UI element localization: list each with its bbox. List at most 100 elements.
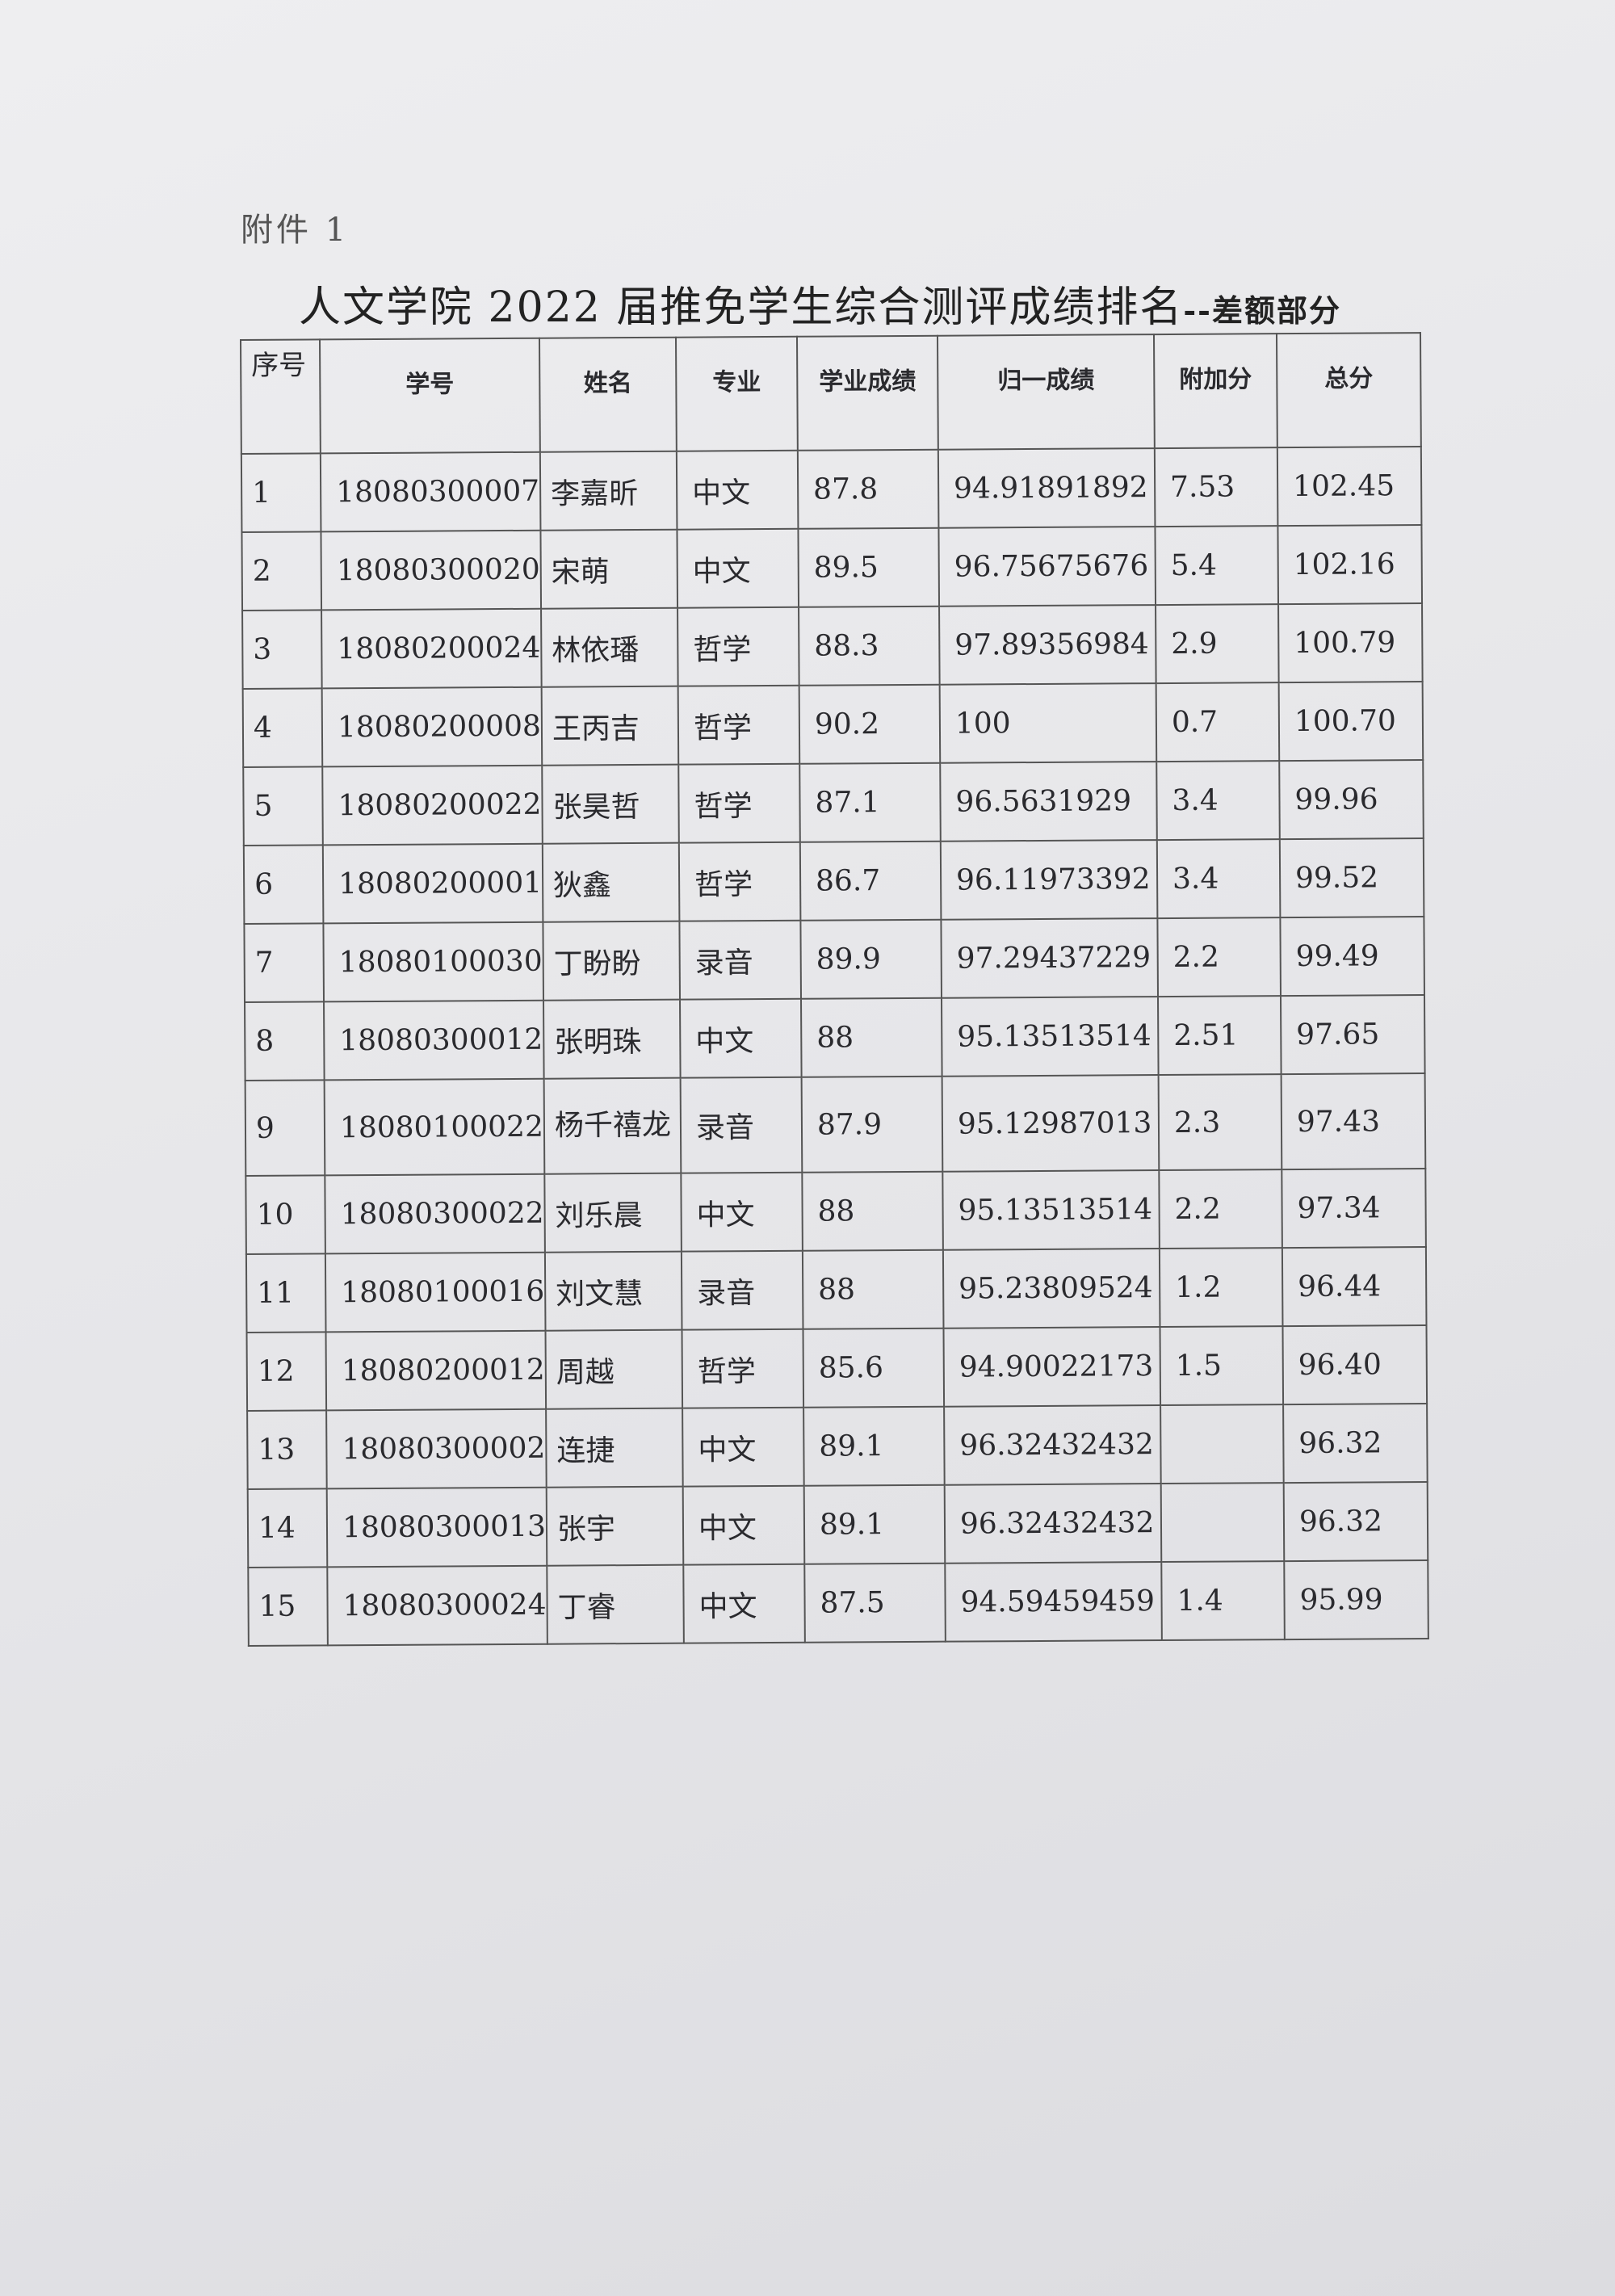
name-cell: 丁睿 [547,1564,684,1644]
header-name: 姓名 [539,337,677,452]
student-id-cell: 18080200008 [321,686,543,767]
student-id-cell: 18080200001 [322,843,543,924]
major-cell: 录音 [680,1077,803,1173]
academic-score-cell: 88.3 [798,606,940,686]
total-cell: 96.40 [1282,1325,1428,1405]
table-row: 3 18080200024 林依璠 哲学 88.3 97.89356984 2.9 100.7… [242,603,1423,689]
student-id-cell: 18080200024 [321,608,542,689]
normalized-score-cell: 96.32432432 [944,1405,1161,1485]
student-id-cell: 18080200022 [322,765,543,846]
document-title: 人文学院 2022 届推免学生综合测评成绩排名--差额部分 [299,273,1341,334]
major-cell: 哲学 [682,1328,804,1408]
bonus-cell: 3.4 [1156,761,1280,841]
ranking-table: 序号 学号 姓名 专业 学业成绩 归一成绩 附加分 总分 1 18080300007 李嘉昕 中文 8… [240,332,1429,1647]
seq-cell: 9 [245,1080,325,1176]
total-cell: 97.34 [1282,1169,1426,1249]
seq-cell: 2 [241,531,322,611]
table-row: 7 18080100030 丁盼盼 录音 89.9 97.29437229 2.2 99.49 [244,917,1424,1002]
total-cell: 96.44 [1282,1247,1427,1327]
name-cell: 张明珠 [543,999,681,1079]
table-row: 5 18080200022 张昊哲 哲学 87.1 96.5631929 3.4 99.96 [243,760,1424,846]
name-cell: 李嘉昕 [539,451,677,531]
normalized-score-cell: 100 [939,683,1157,763]
seq-cell: 13 [247,1410,327,1489]
seq-cell: 14 [247,1488,328,1568]
academic-score-cell: 89.9 [800,919,942,999]
student-id-cell: 18080300007 [320,451,541,532]
name-cell: 丁盼盼 [543,921,680,1001]
normalized-score-cell: 95.13513514 [942,1170,1160,1250]
table-row: 12 18080200012 周越 哲学 85.6 94.90022173 1.5 96.40 [246,1325,1428,1411]
bonus-cell: 7.53 [1154,447,1278,527]
major-cell: 哲学 [678,842,801,921]
seq-cell: 11 [245,1253,326,1333]
total-cell: 99.52 [1279,838,1424,918]
name-cell: 林依璠 [540,607,678,687]
academic-score-cell: 87.9 [801,1076,943,1173]
name-cell: 张昊哲 [542,764,679,844]
student-id-cell: 18080300022 [325,1173,545,1254]
title-subtitle: --差额部分 [1183,292,1341,329]
bonus-cell: 1.4 [1161,1561,1285,1641]
student-id-cell: 18080300024 [327,1565,547,1646]
normalized-score-cell: 96.11973392 [940,840,1158,920]
major-cell: 哲学 [677,685,800,765]
bonus-cell: 1.2 [1159,1248,1283,1328]
bonus-cell: 2.9 [1155,604,1279,684]
normalized-score-cell: 97.29437229 [941,918,1158,998]
table-row: 15 18080300024 丁睿 中文 87.5 94.59459459 1.4 95.99 [248,1560,1428,1646]
bonus-cell: 2.2 [1159,1169,1282,1249]
major-cell: 中文 [681,1172,803,1252]
name-cell: 宋萌 [540,529,677,609]
table-row: 8 18080300012 张明珠 中文 88 95.13513514 2.51 97.65 [245,995,1425,1081]
normalized-score-cell: 95.23809524 [942,1249,1160,1328]
major-cell: 中文 [682,1407,804,1487]
bonus-cell: 2.3 [1158,1074,1282,1171]
table-row: 1 18080300007 李嘉昕 中文 87.8 94.91891892 7.53 102.… [241,447,1422,532]
normalized-score-cell: 96.75675676 [938,527,1156,607]
total-cell: 100.70 [1278,682,1424,762]
table-row: 14 18080300013 张宇 中文 89.1 96.32432432 96.32 [247,1482,1428,1568]
normalized-score-cell: 95.13513514 [941,997,1159,1077]
seq-cell: 4 [242,688,323,767]
major-cell: 中文 [683,1564,805,1643]
major-cell: 录音 [679,920,801,1000]
header-bonus: 附加分 [1153,334,1277,449]
seq-cell: 6 [243,845,324,924]
academic-score-cell: 88 [802,1249,944,1329]
normalized-score-cell: 95.12987013 [942,1075,1160,1172]
table-row: 11 18080100016 刘文慧 录音 88 95.23809524 1.2 96.44 [245,1247,1427,1333]
name-cell: 刘文慧 [544,1251,682,1331]
table-row: 13 18080300002 连捷 中文 89.1 96.32432432 96.32 [247,1404,1428,1489]
normalized-score-cell: 96.5631929 [940,762,1157,842]
table-row: 6 18080200001 狄鑫 哲学 86.7 96.11973392 3.4 99.52 [243,838,1424,924]
total-cell: 102.45 [1277,447,1422,527]
academic-score-cell: 88 [802,1171,943,1251]
table-row: 10 18080300022 刘乐晨 中文 88 95.13513514 2.2 97.34 [245,1169,1426,1254]
normalized-score-cell: 94.91891892 [938,448,1156,528]
total-cell: 97.65 [1280,995,1425,1075]
major-cell: 中文 [679,998,802,1078]
table-row: 2 18080300020 宋萌 中文 89.5 96.75675676 5.4 102.16 [241,525,1422,611]
bonus-cell: 3.4 [1156,839,1281,919]
normalized-score-cell: 97.89356984 [938,605,1156,685]
bonus-cell [1160,1483,1285,1563]
total-cell: 102.16 [1277,525,1422,605]
seq-cell: 8 [245,1001,325,1081]
bonus-cell: 5.4 [1155,526,1278,606]
normalized-score-cell: 94.59459459 [945,1562,1162,1642]
name-cell: 连捷 [546,1408,683,1488]
bonus-cell [1160,1404,1284,1484]
academic-score-cell: 90.2 [799,684,941,764]
name-cell: 刘乐晨 [544,1173,682,1253]
major-cell: 中文 [682,1485,805,1565]
total-cell: 96.32 [1283,1404,1428,1484]
seq-cell: 1 [241,453,321,532]
total-cell: 100.79 [1277,603,1423,683]
normalized-score-cell: 96.32432432 [944,1484,1162,1564]
student-id-cell: 18080100016 [325,1252,546,1333]
normalized-score-cell: 94.90022173 [943,1327,1161,1407]
academic-score-cell: 89.1 [803,1484,946,1564]
seq-cell: 12 [246,1332,327,1411]
header-total: 总分 [1276,333,1421,448]
